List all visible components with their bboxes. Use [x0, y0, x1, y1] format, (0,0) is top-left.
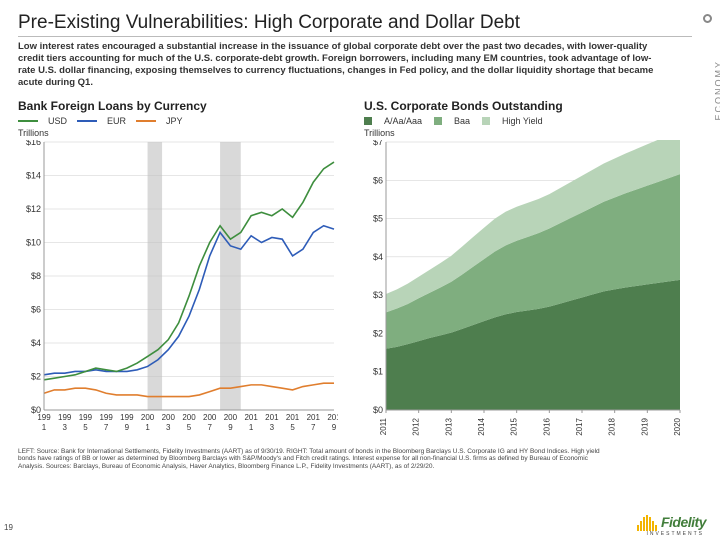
eur-label: EUR: [107, 116, 126, 126]
svg-text:$8: $8: [31, 271, 41, 281]
svg-text:199: 199: [79, 413, 93, 422]
svg-text:$2: $2: [373, 328, 383, 338]
svg-text:$6: $6: [31, 304, 41, 314]
svg-text:$4: $4: [373, 251, 383, 261]
left-chart-column: Bank Foreign Loans by Currency USD EUR J…: [18, 99, 346, 440]
svg-text:$16: $16: [26, 140, 41, 147]
svg-text:200: 200: [182, 413, 196, 422]
right-y-axis-title: Trillions: [364, 128, 692, 138]
right-area-chart: $0 $1 $2 $3 $4 $5 $6 $7 2011 2012 2013 2014 2015 2016…: [364, 140, 684, 440]
page-title: Pre-Existing Vulnerabilities: High Corpo…: [18, 12, 692, 34]
baa-swatch: [434, 117, 442, 125]
svg-text:$5: $5: [373, 213, 383, 223]
svg-text:199: 199: [99, 413, 113, 422]
jpy-swatch: [136, 120, 156, 122]
page-subtitle: Low interest rates encouraged a substant…: [18, 41, 658, 89]
svg-text:$0: $0: [373, 405, 383, 415]
left-line-chart: $0$2$4$6$8$10$12$14$16199119931995199719…: [18, 140, 338, 440]
svg-text:$7: $7: [373, 140, 383, 147]
hy-swatch: [482, 117, 490, 125]
side-section-label: ECONOMY: [714, 60, 720, 121]
svg-text:7: 7: [104, 423, 109, 432]
a-swatch: [364, 117, 372, 125]
svg-text:2011: 2011: [379, 417, 388, 435]
nav-bullet: [703, 14, 712, 23]
svg-text:5: 5: [290, 423, 295, 432]
left-legend: USD EUR JPY: [18, 116, 346, 126]
a-label: A/Aa/Aaa: [384, 116, 422, 126]
svg-text:5: 5: [187, 423, 192, 432]
svg-text:200: 200: [141, 413, 155, 422]
svg-text:200: 200: [224, 413, 238, 422]
left-y-axis-title: Trillions: [18, 128, 346, 138]
usd-swatch: [18, 120, 38, 122]
right-legend: A/Aa/Aaa Baa High Yield: [364, 116, 692, 126]
logo-text: Fidelity: [661, 514, 706, 530]
logo-subtext: INVESTMENTS: [646, 531, 704, 537]
svg-text:2016: 2016: [542, 417, 551, 435]
usd-label: USD: [48, 116, 67, 126]
svg-text:1: 1: [145, 423, 150, 432]
right-chart-title: U.S. Corporate Bonds Outstanding: [364, 99, 692, 113]
title-rule: [18, 36, 692, 37]
svg-text:$6: $6: [373, 175, 383, 185]
svg-text:199: 199: [120, 413, 134, 422]
svg-text:200: 200: [162, 413, 176, 422]
footnote-text: LEFT: Source: Bank for International Set…: [18, 448, 608, 471]
svg-text:$10: $10: [26, 237, 41, 247]
svg-text:2015: 2015: [510, 417, 519, 435]
jpy-label: JPY: [166, 116, 183, 126]
svg-text:$4: $4: [31, 338, 41, 348]
svg-text:2018: 2018: [608, 417, 617, 435]
svg-text:201: 201: [286, 413, 300, 422]
left-chart-title: Bank Foreign Loans by Currency: [18, 99, 346, 113]
svg-text:$14: $14: [26, 170, 41, 180]
svg-text:5: 5: [83, 423, 88, 432]
svg-text:201: 201: [307, 413, 321, 422]
svg-text:2017: 2017: [575, 417, 584, 435]
svg-text:2020: 2020: [673, 417, 682, 435]
right-chart-column: U.S. Corporate Bonds Outstanding A/Aa/Aa…: [364, 99, 692, 440]
svg-text:3: 3: [166, 423, 171, 432]
svg-text:2012: 2012: [412, 417, 421, 435]
fidelity-logo: Fidelity INVESTMENTS: [637, 514, 706, 532]
eur-swatch: [77, 120, 97, 122]
svg-text:7: 7: [311, 423, 316, 432]
svg-text:199: 199: [37, 413, 51, 422]
logo-burst-icon: [637, 515, 657, 531]
svg-text:201: 201: [244, 413, 258, 422]
svg-text:9: 9: [125, 423, 130, 432]
svg-text:1: 1: [42, 423, 47, 432]
svg-text:201: 201: [327, 413, 338, 422]
svg-text:2019: 2019: [640, 417, 649, 435]
svg-text:$3: $3: [373, 290, 383, 300]
svg-text:2014: 2014: [477, 417, 486, 435]
svg-text:201: 201: [265, 413, 279, 422]
page-number: 19: [4, 523, 13, 532]
svg-text:1: 1: [249, 423, 254, 432]
svg-text:9: 9: [228, 423, 233, 432]
svg-text:9: 9: [332, 423, 337, 432]
svg-text:7: 7: [207, 423, 212, 432]
svg-text:2013: 2013: [444, 417, 453, 435]
svg-text:3: 3: [62, 423, 67, 432]
hy-label: High Yield: [502, 116, 543, 126]
svg-text:3: 3: [270, 423, 275, 432]
svg-text:$12: $12: [26, 204, 41, 214]
svg-text:$1: $1: [373, 366, 383, 376]
svg-text:199: 199: [58, 413, 72, 422]
svg-text:$2: $2: [31, 371, 41, 381]
svg-text:200: 200: [203, 413, 217, 422]
baa-label: Baa: [454, 116, 470, 126]
